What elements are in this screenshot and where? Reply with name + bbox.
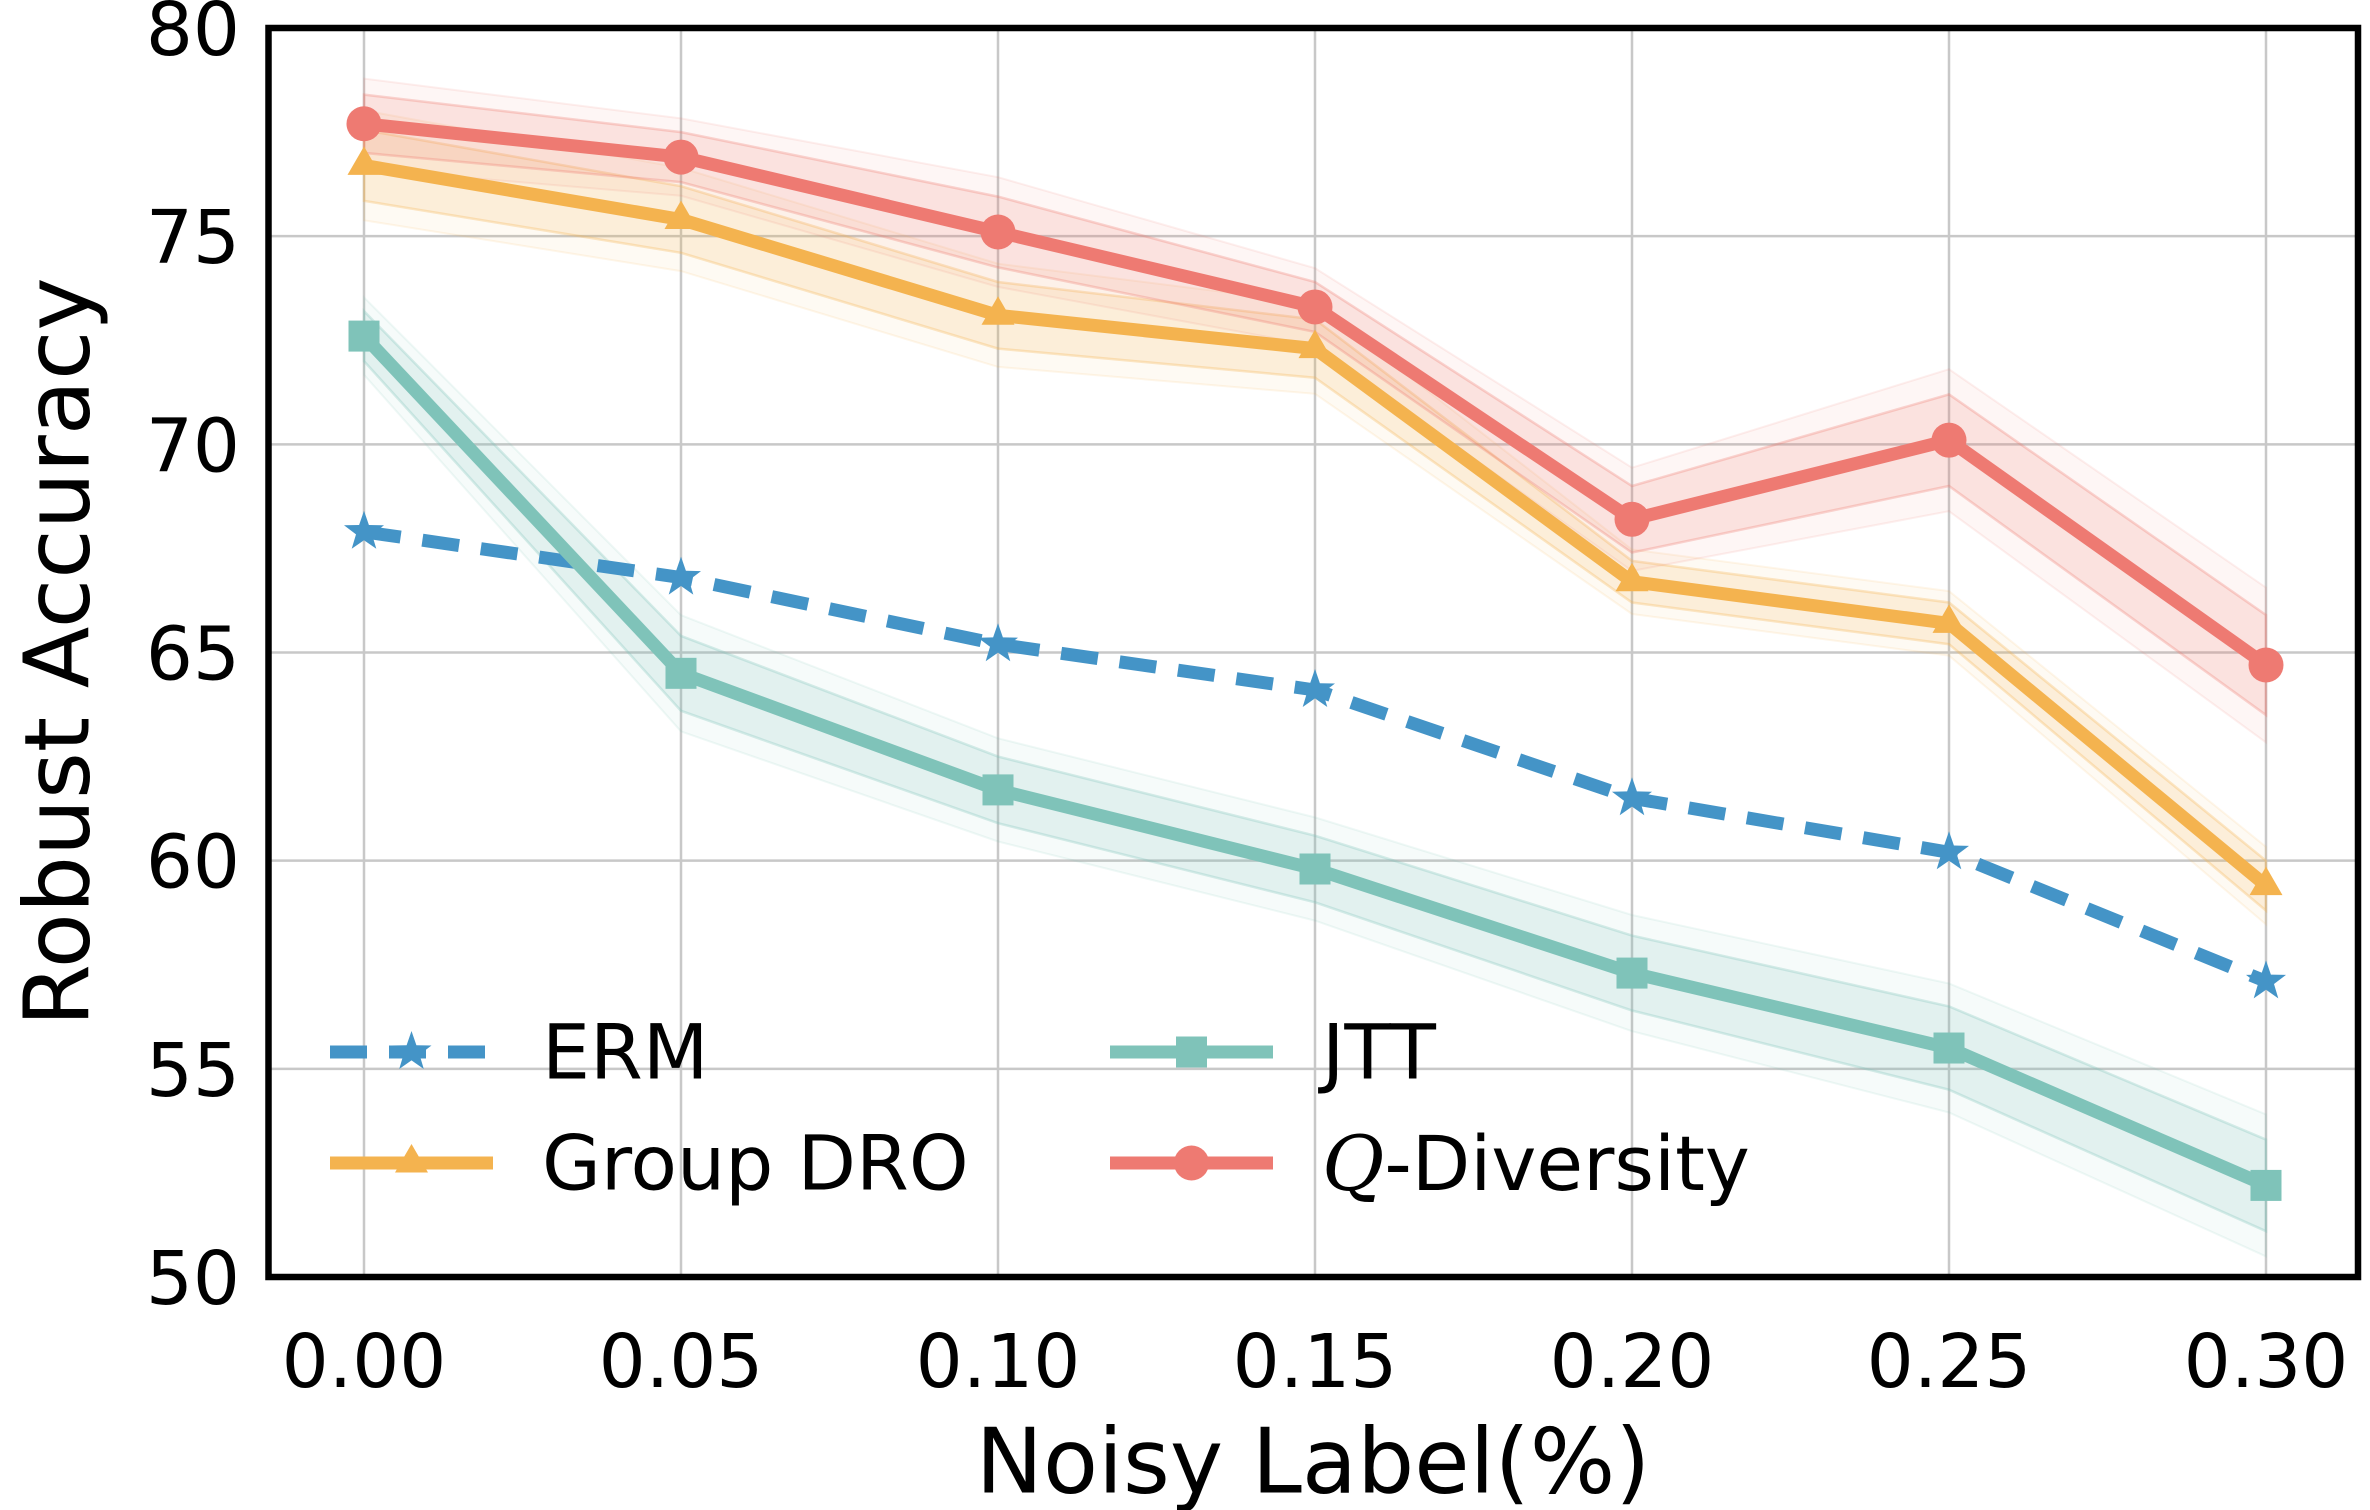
y-tick-labels: 50 55 60 65 70 75 80 — [146, 0, 240, 1322]
legend-label: JTT — [1318, 1008, 1437, 1097]
circle-marker — [1297, 289, 1333, 325]
triangle-marker — [981, 296, 1015, 325]
y-tick-label: 65 — [146, 612, 240, 698]
confidence-band-Group DRO — [362, 128, 2268, 914]
y-tick-label: 55 — [146, 1028, 240, 1114]
star-marker — [1929, 831, 1969, 870]
square-marker — [982, 774, 1014, 806]
legend-item-JTT: JTT — [1110, 1008, 1437, 1097]
legend-label: Group DRO — [542, 1119, 969, 1208]
legend-item-ERM: ERM — [330, 1008, 708, 1097]
y-tick-label: 75 — [146, 195, 240, 281]
x-tick-labels: 0.00 0.05 0.10 0.15 0.20 0.25 0.30 — [282, 1319, 2349, 1405]
star-marker — [391, 1031, 432, 1069]
confidence-band-Q-Diversity — [362, 93, 2268, 718]
triangle-marker — [1298, 329, 1332, 359]
y-tick-label: 60 — [146, 820, 240, 906]
square-marker — [348, 320, 380, 352]
circle-marker — [2248, 647, 2284, 683]
square-marker — [2250, 1169, 2282, 1201]
star-marker — [978, 623, 1018, 662]
circle-marker — [346, 106, 382, 142]
plot-frame — [265, 24, 2362, 1281]
y-tick-label: 50 — [146, 1236, 240, 1322]
circle-marker — [1931, 422, 1967, 458]
legend-item-Group DRO: Group DRO — [330, 1119, 969, 1208]
x-tick-label: 0.25 — [1867, 1319, 2032, 1405]
x-tick-label: 0.00 — [282, 1319, 447, 1405]
star-marker — [661, 556, 701, 595]
x-tick-label: 0.30 — [2184, 1319, 2349, 1405]
triangle-marker — [2249, 866, 2283, 896]
square-marker — [1933, 1032, 1965, 1064]
legend-label: Q-Diversity — [1322, 1119, 1750, 1208]
x-tick-label: 0.15 — [1233, 1319, 1398, 1405]
y-tick-label: 80 — [146, 0, 240, 73]
triangle-marker — [1932, 604, 1966, 633]
confidence-band-JTT — [362, 308, 2268, 1234]
triangle-marker — [664, 200, 698, 230]
square-marker — [665, 657, 697, 689]
circle-marker — [1614, 501, 1650, 537]
star-marker — [1295, 669, 1335, 707]
x-tick-label: 0.10 — [916, 1319, 1081, 1405]
series-markers — [344, 106, 2286, 1201]
circle-marker — [980, 214, 1016, 250]
legend: ERM Group DRO JTT Q-Diversity — [330, 1008, 1750, 1208]
triangle-marker — [347, 146, 381, 175]
legend-label: ERM — [542, 1008, 708, 1097]
star-marker — [1612, 777, 1652, 816]
legend-item-Q-Diversity: Q-Diversity — [1110, 1119, 1750, 1208]
y-tick-label: 70 — [146, 403, 240, 489]
triangle-marker — [1615, 562, 1649, 592]
y-axis-title: Robust Accuracy — [6, 277, 111, 1026]
x-axis-title: Noisy Label(%) — [976, 1410, 1651, 1510]
circle-marker — [1174, 1145, 1209, 1181]
confidence-band-outer-Group DRO — [363, 109, 2267, 927]
star-marker — [344, 510, 384, 549]
star-marker — [2246, 960, 2286, 999]
square-marker — [1299, 853, 1331, 885]
square-marker — [1616, 957, 1648, 989]
x-tick-label: 0.05 — [599, 1319, 764, 1405]
triangle-marker — [395, 1144, 428, 1173]
circle-marker — [663, 139, 699, 175]
square-marker — [1176, 1036, 1207, 1068]
x-tick-label: 0.20 — [1550, 1319, 1715, 1405]
